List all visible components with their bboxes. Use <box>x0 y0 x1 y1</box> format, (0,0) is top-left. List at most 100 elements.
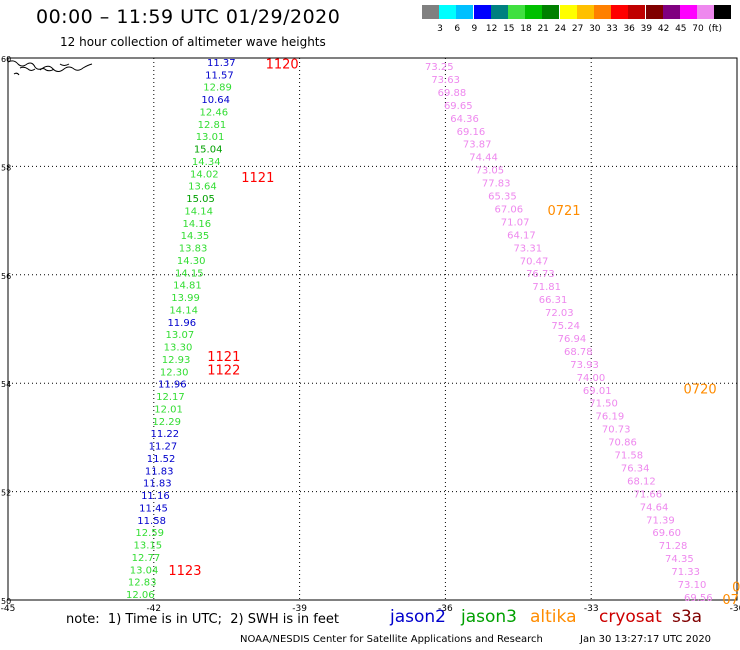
y-tick-label: 54 <box>1 380 11 389</box>
color-scale-label: 9 <box>471 24 478 34</box>
track-east-value: 70.47 <box>520 256 549 267</box>
color-swatch <box>645 5 663 19</box>
pass-time-label: 1120 <box>266 57 299 72</box>
track-west-value: 12.59 <box>135 528 164 539</box>
track-west-value: 12.81 <box>198 120 227 131</box>
track-east-value: 73.10 <box>678 580 707 591</box>
satellite-label-jason3: jason3 <box>461 607 517 627</box>
x-tick-label: -45 <box>1 604 16 614</box>
track-west-value: 11.57 <box>205 70 234 81</box>
map-frame <box>7 57 738 601</box>
color-swatch <box>490 5 508 19</box>
pass-time-label: 1121 <box>241 171 274 186</box>
satellite-label-jason2: jason2 <box>390 607 446 627</box>
color-swatch <box>456 5 474 19</box>
track-east-value: 71.28 <box>659 541 688 552</box>
track-east-value: 71.66 <box>633 489 662 500</box>
track-west-value: 11.22 <box>150 429 179 440</box>
track-east-value: 77.83 <box>482 179 511 190</box>
y-tick-label: 50 <box>1 597 11 606</box>
track-west-value: 11.37 <box>207 58 236 69</box>
pass-time-label: 0721 <box>547 204 580 219</box>
track-east-value: 71.07 <box>501 217 530 228</box>
footer-note: note: 1) Time is in UTC; 2) SWH is in fe… <box>66 612 339 627</box>
color-scale-label: 42 <box>657 24 670 34</box>
track-east-value: 71.39 <box>646 515 675 526</box>
track-west-value: 11.52 <box>147 454 176 465</box>
track-east-value: 68.12 <box>627 476 656 487</box>
color-scale-label: (ft) <box>708 24 722 34</box>
track-west-value: 14.14 <box>184 206 213 217</box>
color-scale-label: 45 <box>675 24 687 34</box>
color-scale-label: 33 <box>606 24 618 34</box>
pass-time-label: 071 <box>732 580 740 595</box>
page-subtitle: 12 hour collection of altimeter wave hei… <box>60 35 326 49</box>
track-east-value: 76.34 <box>621 463 650 474</box>
x-tick-label: -36 <box>438 604 453 614</box>
track-east-value: 74.64 <box>640 502 669 513</box>
track-east-value: 69.01 <box>583 386 612 397</box>
track-east-value: 76.94 <box>558 334 587 345</box>
credit-line: NOAA/NESDIS Center for Satellite Applica… <box>240 634 543 645</box>
track-east-value: 73.05 <box>476 166 505 177</box>
track-west-value: 12.30 <box>160 367 189 378</box>
track-west-value: 14.30 <box>177 256 206 267</box>
color-swatch <box>576 5 594 19</box>
y-tick-label: 58 <box>1 163 11 172</box>
track-east-value: 73.93 <box>570 360 599 371</box>
pass-time-label: 1123 <box>168 564 201 579</box>
track-west-value: 15.05 <box>186 194 215 205</box>
coastline <box>7 60 93 76</box>
color-scale-label: 21 <box>537 24 549 34</box>
track-west-value: 12.17 <box>156 392 185 403</box>
track-west-value: 15.04 <box>194 145 223 156</box>
satellite-label-cryosat: cryosat <box>599 607 662 627</box>
pass-time-label: 1121 <box>207 350 240 365</box>
track-west-value: 13.07 <box>166 330 195 341</box>
pass-time-label: 0720 <box>684 383 717 398</box>
track-east-value: 65.35 <box>488 192 517 203</box>
color-scale-label: 27 <box>571 24 584 34</box>
track-west-value: 14.81 <box>173 281 202 292</box>
track-east-value: 76.19 <box>596 412 625 423</box>
track-east-value: 67.06 <box>494 204 523 215</box>
track-west-value: 13.01 <box>196 132 225 143</box>
color-swatch <box>662 5 680 19</box>
track-east-value: 73.87 <box>463 140 492 151</box>
y-tick-label: 60 <box>1 55 11 64</box>
color-scale-label: 18 <box>520 24 532 34</box>
color-scale-label: 30 <box>589 24 601 34</box>
satellite-label-altika: altika <box>530 607 577 627</box>
track-east-value: 69.60 <box>652 528 681 539</box>
y-tick-label: 52 <box>1 489 11 498</box>
color-swatch <box>525 5 543 19</box>
color-scale-label: 6 <box>454 24 461 34</box>
color-scale-label: 12 <box>485 24 498 34</box>
track-east-value: 69.16 <box>457 127 486 138</box>
satellite-label-s3a: s3a <box>672 607 703 627</box>
track-west-value: 11.45 <box>139 503 168 514</box>
track-east-value: 73.63 <box>431 75 460 86</box>
track-west-value: 12.83 <box>128 578 157 589</box>
track-east-value: 68.78 <box>564 347 593 358</box>
track-west-value: 12.06 <box>126 590 155 601</box>
track-east-value: 70.73 <box>602 425 631 436</box>
pass-time-label: 1122 <box>207 364 240 379</box>
track-east-value: 69.65 <box>444 101 473 112</box>
track-west-value: 10.64 <box>201 95 230 106</box>
track-east-value: 71.33 <box>671 567 700 578</box>
track-east-value: 75.24 <box>551 321 580 332</box>
track-east-value: 71.81 <box>532 282 561 293</box>
y-tick-label: 56 <box>1 272 11 281</box>
track-west-value: 13.99 <box>171 293 200 304</box>
color-scale-label: 24 <box>554 24 567 34</box>
track-west-value: 13.15 <box>134 541 163 552</box>
track-west-value: 11.16 <box>141 491 170 502</box>
track-west-value: 11.96 <box>158 380 187 391</box>
color-scale-label: 3 <box>437 24 443 34</box>
track-west-value: 12.93 <box>162 355 191 366</box>
page-title: 00:00 – 11:59 UTC 01/29/2020 <box>36 6 341 28</box>
track-east-value: 66.31 <box>539 295 568 306</box>
track-west-value: 11.83 <box>143 479 172 490</box>
track-east-value: 69.88 <box>438 88 467 99</box>
